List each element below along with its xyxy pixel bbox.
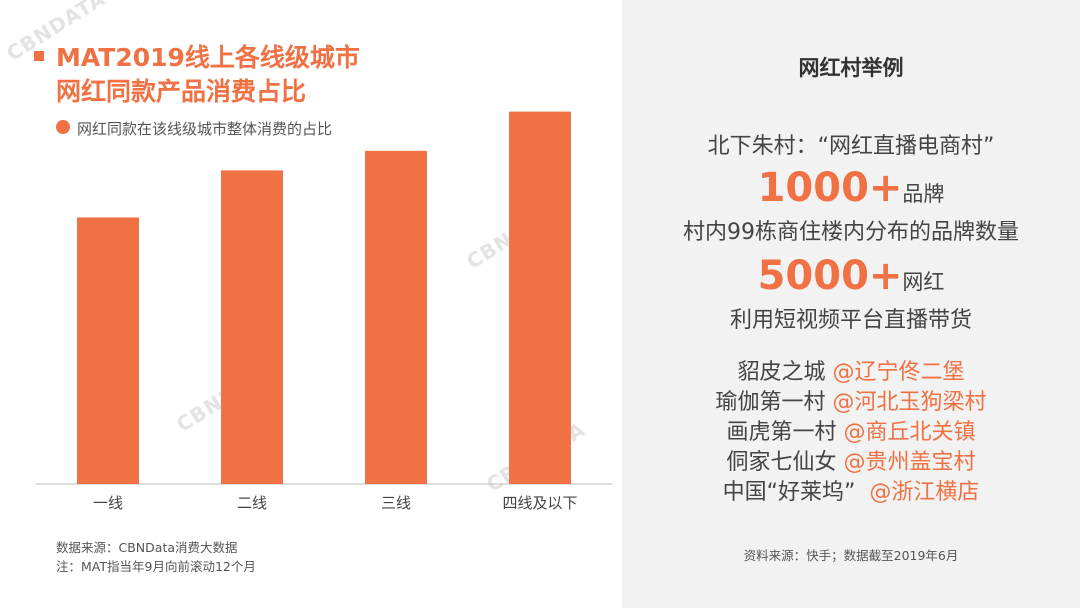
example-item: 瑜伽第一村 @河北玉狗梁村: [622, 388, 1080, 418]
x-tick-label: 二线: [237, 494, 267, 512]
bar-2: [221, 170, 283, 484]
example-place: @辽宁佟二堡: [832, 360, 965, 385]
panel-title: 网红村举例: [798, 56, 904, 80]
mat-note: 注：MAT指当年9月向前滚动12个月: [56, 559, 256, 574]
influencer-stat-unit: 网红: [902, 270, 945, 294]
example-place: @贵州盖宝村: [843, 450, 976, 475]
example-item: 侗家七仙女 @贵州盖宝村: [622, 448, 1080, 478]
chart-title-line1: MAT2019线上各线级城市: [56, 43, 360, 72]
influencer-stat: 5000+网红: [622, 253, 1080, 299]
bar-1: [77, 217, 139, 484]
bar-4: [509, 111, 571, 484]
panel-source: 资料来源：快手；数据截至2019年6月: [743, 548, 959, 563]
title-marker: [34, 51, 44, 61]
example-panel: [622, 0, 1080, 608]
influencer-stat-number: 5000+: [757, 253, 903, 299]
village-name: 北下朱村：“网红直播电商村”: [707, 134, 995, 159]
legend-label: 网红同款在该线级城市整体消费的占比: [77, 120, 333, 138]
source-note: 数据来源：CBNData消费大数据: [56, 540, 238, 555]
example-list: 貂皮之城 @辽宁佟二堡 瑜伽第一村 @河北玉狗梁村 画虎第一村 @商丘北关镇 侗…: [622, 358, 1080, 508]
influencer-stat-desc: 利用短视频平台直播带货: [729, 308, 972, 333]
example-name: 瑜伽第一村: [715, 390, 833, 415]
example-item: 中国“好莱坞” @浙江横店: [622, 478, 1080, 508]
example-name: 中国“好莱坞”: [722, 480, 870, 505]
example-place: @商丘北关镇: [843, 420, 976, 445]
bar-chart: 一线 二线 三线 四线及以下: [36, 111, 612, 512]
brand-stat: 1000+品牌: [622, 165, 1080, 211]
example-name: 貂皮之城: [737, 360, 833, 385]
bar-3: [365, 150, 427, 485]
legend-marker: [56, 120, 70, 134]
example-place: @浙江横店: [869, 480, 980, 505]
chart-title-line2: 网红同款产品消费占比: [56, 77, 307, 106]
x-tick-label: 一线: [93, 494, 123, 512]
example-place: @河北玉狗梁村: [832, 390, 987, 415]
example-name: 画虎第一村: [726, 420, 844, 445]
x-tick-label: 三线: [381, 494, 411, 512]
brand-stat-number: 1000+: [757, 165, 903, 211]
brand-stat-desc: 村内99栋商住楼内分布的品牌数量: [683, 220, 1019, 245]
x-tick-label: 四线及以下: [502, 494, 577, 512]
example-item: 画虎第一村 @商丘北关镇: [622, 418, 1080, 448]
example-name: 侗家七仙女: [726, 450, 844, 475]
brand-stat-unit: 品牌: [902, 182, 945, 206]
example-item: 貂皮之城 @辽宁佟二堡: [622, 358, 1080, 388]
